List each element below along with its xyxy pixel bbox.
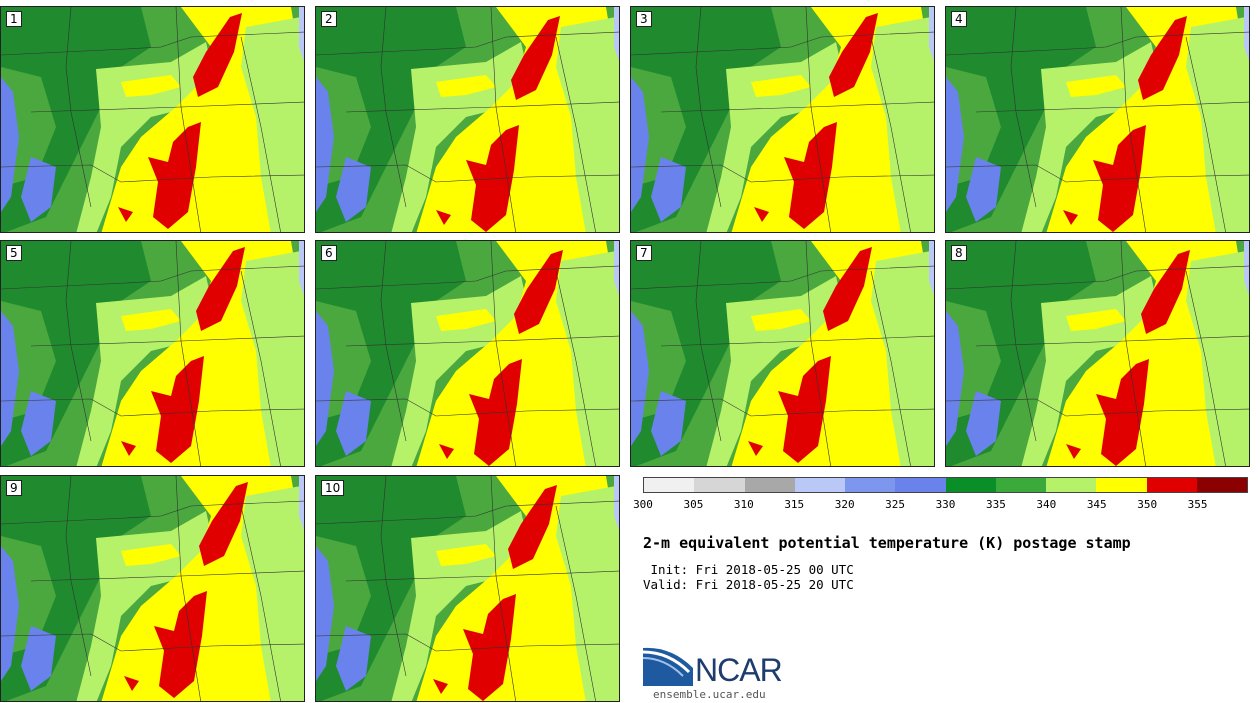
panel-number-label: 4 bbox=[951, 11, 967, 27]
panel-number-label: 1 bbox=[6, 11, 22, 27]
map-icon bbox=[316, 7, 619, 232]
chart-title: 2-m equivalent potential temperature (K)… bbox=[643, 534, 1131, 552]
colorbar-swatch bbox=[794, 478, 845, 492]
ensemble-member-panel: 7 bbox=[630, 240, 935, 467]
map-icon bbox=[631, 241, 934, 466]
colorbar-swatch bbox=[845, 478, 896, 492]
ncar-logo-icon bbox=[643, 647, 693, 686]
colorbar-tick-label: 330 bbox=[935, 498, 956, 511]
colorbar-tick-label: 335 bbox=[985, 498, 1006, 511]
ensemble-member-panel: 6 bbox=[315, 240, 620, 467]
map-icon bbox=[946, 241, 1249, 466]
panel-number-label: 6 bbox=[321, 245, 337, 261]
valid-time: Valid: Fri 2018-05-25 20 UTC bbox=[643, 577, 854, 592]
panel-number-label: 8 bbox=[951, 245, 967, 261]
panel-number-label: 9 bbox=[6, 480, 22, 496]
panel-number-label: 3 bbox=[636, 11, 652, 27]
map-icon bbox=[946, 7, 1249, 232]
map-icon bbox=[316, 476, 619, 701]
colorbar-swatch bbox=[1046, 478, 1097, 492]
site-url: ensemble.ucar.edu bbox=[653, 688, 766, 701]
map-icon bbox=[631, 7, 934, 232]
colorbar-swatch bbox=[1096, 478, 1147, 492]
colorbar-swatch bbox=[1146, 478, 1197, 492]
colorbar-swatch bbox=[1196, 478, 1247, 492]
colorbar-swatch bbox=[895, 478, 946, 492]
ensemble-member-panel: 1 bbox=[0, 6, 305, 233]
ensemble-member-panel: 8 bbox=[945, 240, 1250, 467]
colorbar-swatch bbox=[644, 478, 695, 492]
colorbar-swatch bbox=[995, 478, 1046, 492]
colorbar-tick-label: 345 bbox=[1086, 498, 1107, 511]
colorbar-tick-label: 350 bbox=[1137, 498, 1158, 511]
colorbar-swatch bbox=[694, 478, 745, 492]
colorbar-tick-label: 320 bbox=[834, 498, 855, 511]
colorbar-tick-label: 340 bbox=[1036, 498, 1057, 511]
colorbar-tick-label: 325 bbox=[885, 498, 906, 511]
ensemble-member-panel: 3 bbox=[630, 6, 935, 233]
panel-number-label: 2 bbox=[321, 11, 337, 27]
ensemble-member-panel: 2 bbox=[315, 6, 620, 233]
ensemble-member-panel: 4 bbox=[945, 6, 1250, 233]
colorbar-tick-label: 305 bbox=[683, 498, 704, 511]
colorbar-swatch bbox=[945, 478, 996, 492]
map-icon bbox=[316, 241, 619, 466]
panel-number-label: 5 bbox=[6, 245, 22, 261]
colorbar bbox=[643, 477, 1248, 493]
ensemble-member-panel: 5 bbox=[0, 240, 305, 467]
ensemble-member-panel: 9 bbox=[0, 475, 305, 702]
colorbar-tick-label: 315 bbox=[784, 498, 805, 511]
ensemble-member-panel: 10 bbox=[315, 475, 620, 702]
colorbar-tick-label: 355 bbox=[1187, 498, 1208, 511]
colorbar-swatch bbox=[744, 478, 795, 492]
colorbar-tick-label: 300 bbox=[633, 498, 653, 511]
panel-number-label: 10 bbox=[321, 480, 345, 496]
map-icon bbox=[1, 7, 304, 232]
panel-number-label: 7 bbox=[636, 245, 652, 261]
map-icon bbox=[1, 241, 304, 466]
colorbar-tick-label: 310 bbox=[733, 498, 754, 511]
ncar-logo-text: NCAR bbox=[695, 652, 783, 688]
init-time: Init: Fri 2018-05-25 00 UTC bbox=[643, 562, 854, 577]
map-icon bbox=[1, 476, 304, 701]
